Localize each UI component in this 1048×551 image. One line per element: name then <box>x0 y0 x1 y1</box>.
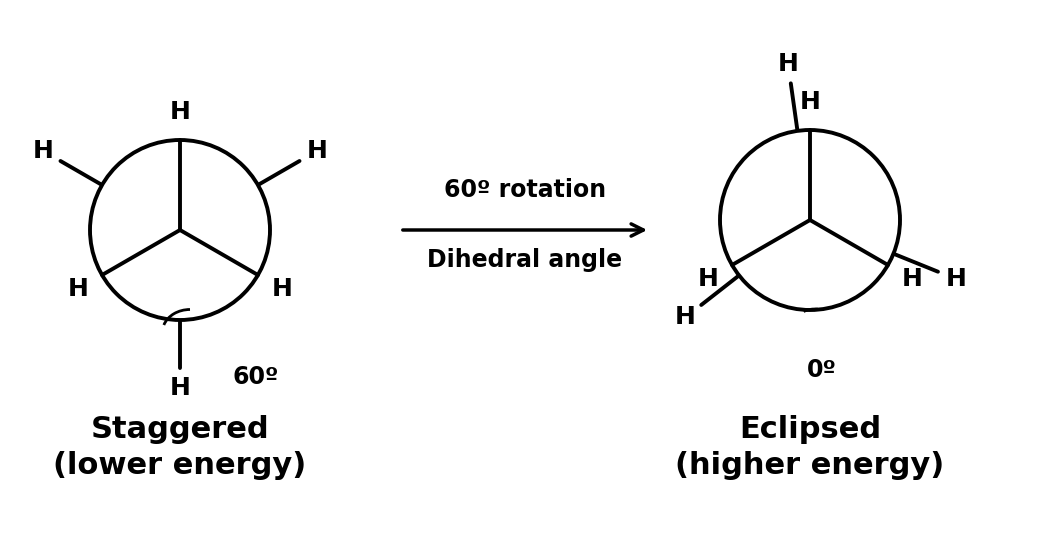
Text: Staggered: Staggered <box>91 415 269 445</box>
Text: (lower energy): (lower energy) <box>53 451 307 479</box>
Text: H: H <box>697 267 718 291</box>
Text: Dihedral angle: Dihedral angle <box>428 248 623 272</box>
Text: 0º: 0º <box>807 358 837 382</box>
Circle shape <box>90 140 270 320</box>
Text: H: H <box>306 139 327 163</box>
Text: H: H <box>271 277 292 301</box>
Text: Eclipsed: Eclipsed <box>739 415 881 445</box>
Text: H: H <box>32 139 53 163</box>
Text: 60º: 60º <box>232 365 279 389</box>
Text: H: H <box>778 52 799 75</box>
Text: H: H <box>901 267 922 291</box>
Text: H: H <box>946 267 967 291</box>
Text: H: H <box>800 90 821 114</box>
Text: H: H <box>675 305 696 329</box>
Text: H: H <box>170 376 191 400</box>
Circle shape <box>720 130 900 310</box>
Text: 60º rotation: 60º rotation <box>444 178 606 202</box>
Text: H: H <box>170 100 191 124</box>
Text: H: H <box>67 277 88 301</box>
Text: (higher energy): (higher energy) <box>675 451 944 479</box>
